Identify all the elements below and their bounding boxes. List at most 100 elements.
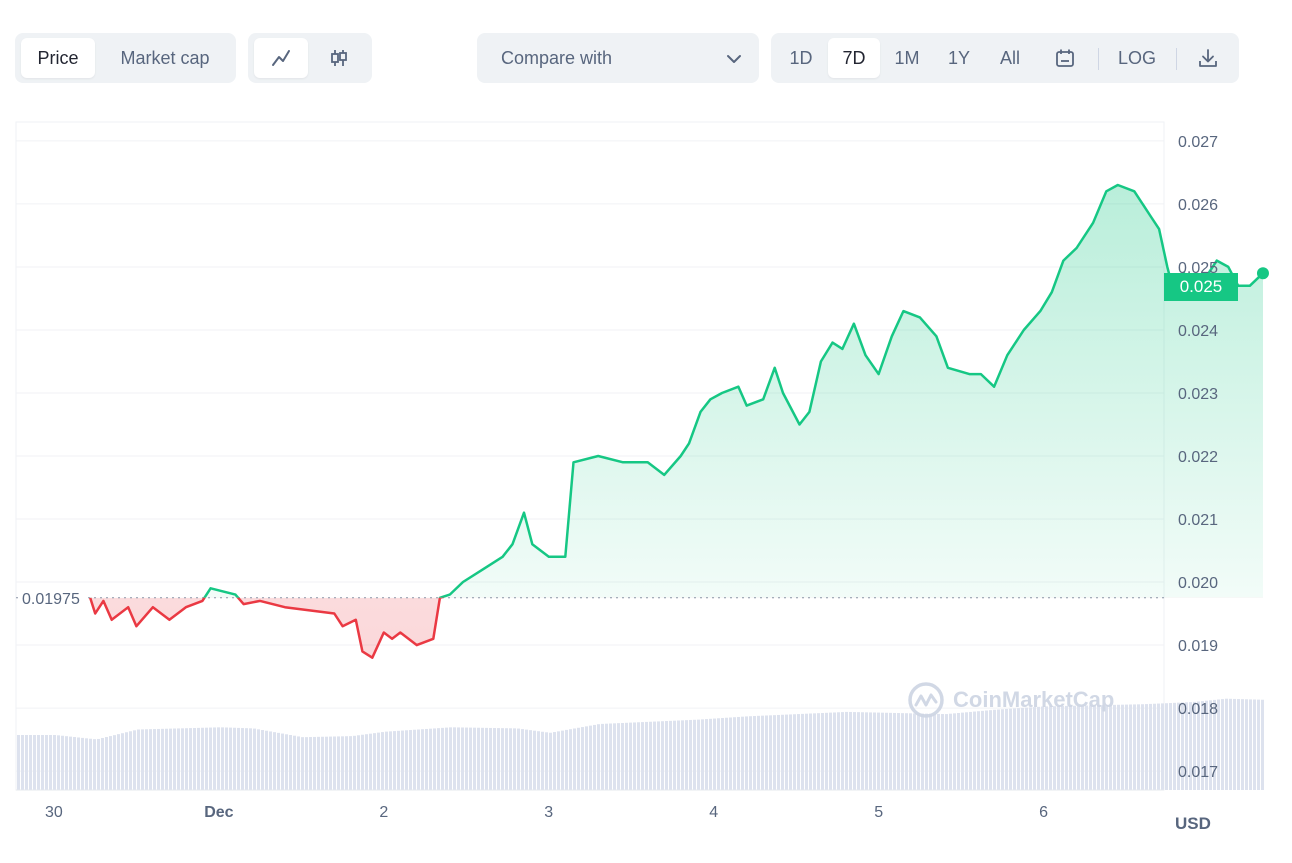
volume-bar <box>69 736 72 790</box>
volume-bar <box>857 712 860 790</box>
volume-bar <box>985 710 988 790</box>
volume-bar <box>793 714 796 790</box>
calendar-button[interactable] <box>1043 38 1087 78</box>
volume-bar <box>525 729 528 790</box>
volume-bar <box>389 731 392 790</box>
volume-bar <box>597 724 600 790</box>
volume-bar <box>1121 704 1124 790</box>
range-1m-button[interactable]: 1M <box>894 48 920 68</box>
volume-bar <box>225 727 228 790</box>
volume-bar <box>685 720 688 790</box>
volume-bar <box>189 728 192 790</box>
price-line <box>89 183 1264 659</box>
volume-bar <box>109 736 112 790</box>
range-1d-button[interactable]: 1D <box>789 48 813 68</box>
volume-bar <box>93 739 96 790</box>
volume-bar <box>321 736 324 790</box>
volume-bar <box>1157 703 1160 790</box>
compare-with-dropdown[interactable]: Compare with <box>477 33 759 83</box>
volume-bar <box>873 712 876 790</box>
volume-bars <box>17 698 1264 790</box>
volume-bar <box>681 720 684 790</box>
volume-bar <box>605 723 608 790</box>
volume-bar <box>289 735 292 790</box>
y-tick-label: 0.024 <box>1178 323 1218 340</box>
volume-bar <box>1249 699 1252 790</box>
volume-bar <box>821 712 824 790</box>
volume-bar <box>1009 708 1012 790</box>
volume-bar <box>1049 706 1052 790</box>
volume-bar <box>1125 704 1128 790</box>
volume-bar <box>237 727 240 790</box>
calendar-icon <box>1056 49 1074 67</box>
volume-bar <box>105 737 108 790</box>
volume-bar <box>1181 702 1184 790</box>
volume-bar <box>405 730 408 790</box>
volume-bar <box>345 736 348 790</box>
volume-bar <box>1093 705 1096 790</box>
volume-bar <box>533 730 536 790</box>
x-axis: 30 Dec 2 3 4 5 6 <box>45 804 1048 821</box>
candlestick-button[interactable] <box>312 38 366 78</box>
volume-bar <box>1245 699 1248 790</box>
compare-with-label: Compare with <box>501 48 613 68</box>
volume-bar <box>453 727 456 790</box>
volume-bar <box>1029 707 1032 790</box>
market-cap-tab[interactable]: Market cap <box>120 48 210 68</box>
volume-bar <box>1025 707 1028 790</box>
volume-bar <box>613 723 616 790</box>
volume-bar <box>669 720 672 790</box>
range-7d-button[interactable]: 7D <box>828 38 880 78</box>
volume-bar <box>353 735 356 790</box>
volume-bar <box>1165 703 1168 790</box>
price-area-down <box>90 597 1263 658</box>
candlestick-icon <box>331 50 347 66</box>
price-tab[interactable]: Price <box>21 38 95 78</box>
volume-bar <box>481 727 484 790</box>
volume-bar <box>861 712 864 790</box>
volume-bar <box>701 719 704 790</box>
volume-bar <box>521 729 524 790</box>
volume-bar <box>1213 699 1216 790</box>
range-1y-button[interactable]: 1Y <box>947 48 971 68</box>
volume-bar <box>385 731 388 790</box>
chevron-down-icon <box>727 55 741 63</box>
download-button[interactable] <box>1185 38 1231 78</box>
coinmarketcap-watermark: CoinMarketCap <box>907 681 1114 719</box>
volume-bar <box>913 713 916 790</box>
current-price-dot <box>1256 267 1269 280</box>
volume-bar <box>989 710 992 790</box>
volume-bar <box>201 727 204 790</box>
volume-bar <box>329 736 332 790</box>
volume-bar <box>445 727 448 790</box>
range-toolbar: 1D 7D 1M 1Y All LOG <box>771 33 1239 83</box>
range-all-button[interactable]: All <box>999 48 1020 68</box>
volume-bar <box>581 727 584 790</box>
volume-bar <box>301 737 304 790</box>
volume-bar <box>1061 706 1064 790</box>
volume-bar <box>257 729 260 790</box>
volume-bar <box>809 713 812 790</box>
volume-bar <box>297 736 300 790</box>
volume-bar <box>781 714 784 790</box>
volume-bar <box>829 712 832 790</box>
log-scale-button[interactable]: LOG <box>1117 48 1156 68</box>
volume-bar <box>625 722 628 790</box>
volume-bar <box>801 713 804 790</box>
volume-bar <box>1261 699 1264 790</box>
volume-bar <box>341 736 344 790</box>
volume-bar <box>593 724 596 790</box>
volume-bar <box>1189 702 1192 790</box>
volume-bar <box>1237 699 1240 790</box>
volume-bar <box>1013 708 1016 790</box>
volume-bar <box>161 728 164 790</box>
line-chart-button[interactable] <box>254 38 308 78</box>
coinmarketcap-logo-icon <box>908 682 944 718</box>
volume-bar <box>745 716 748 790</box>
volume-bar <box>609 723 612 790</box>
volume-bar <box>761 715 764 790</box>
price-area-up <box>204 185 1263 598</box>
volume-bar <box>557 731 560 790</box>
